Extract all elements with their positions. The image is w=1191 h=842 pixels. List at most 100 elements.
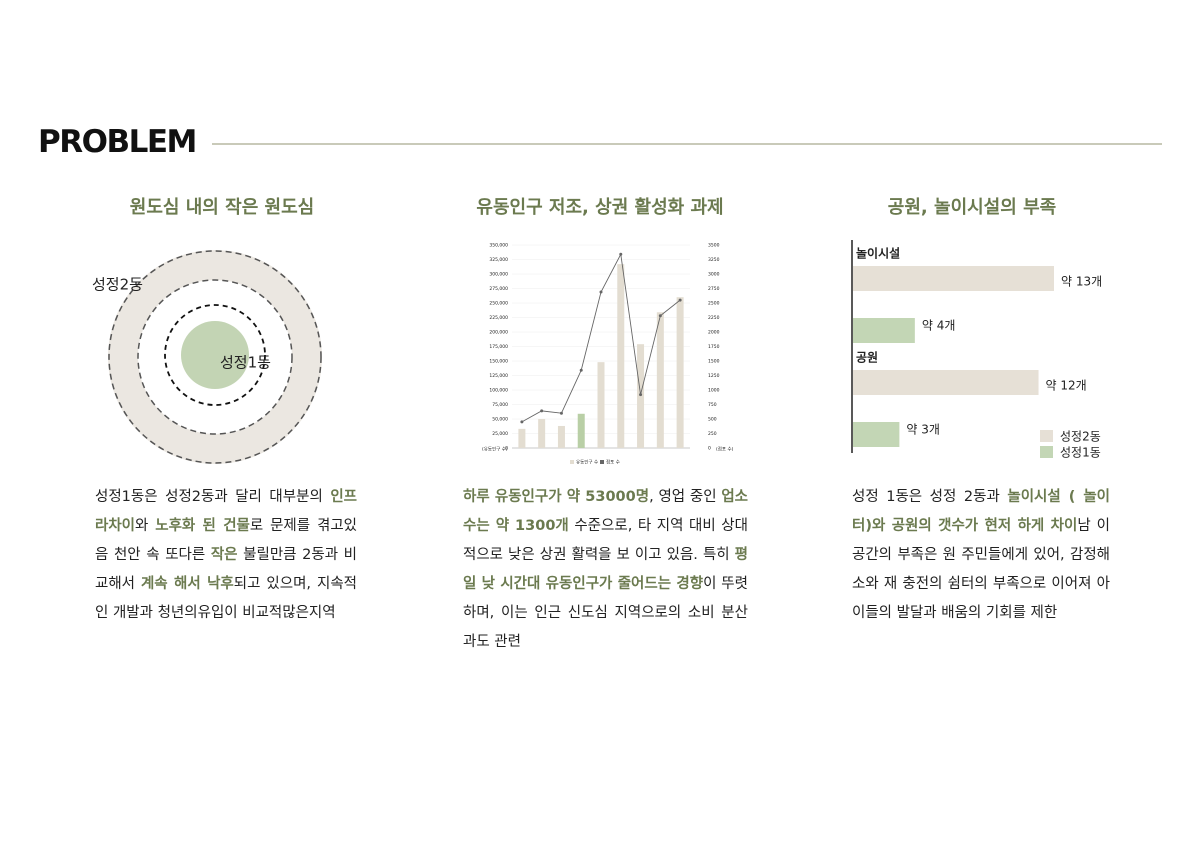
- y2-tick-label: 1250: [708, 373, 720, 379]
- y-tick-label: 300,000: [489, 272, 508, 278]
- y-tick-label: 150,000: [489, 359, 508, 365]
- legend-swatch: [1040, 430, 1053, 442]
- legend-swatch: [570, 460, 574, 464]
- y-tick-label: 175,000: [489, 344, 508, 350]
- line-point: [619, 252, 623, 256]
- line-point: [559, 411, 563, 415]
- y-tick-label: 325,000: [489, 257, 508, 263]
- y-tick-label: 200,000: [489, 330, 508, 336]
- inner-ring-edge: [137, 279, 293, 435]
- y-tick-label: 225,000: [489, 315, 508, 321]
- value-label: 약 4개: [922, 318, 956, 333]
- inner-circle: [181, 321, 249, 389]
- legend-label: 성정2동: [1060, 430, 1101, 444]
- text-run: 와: [135, 518, 156, 534]
- line-point: [520, 420, 524, 424]
- text-run: 성정1동은 성정2동과 달리 대부분의: [95, 489, 331, 505]
- text-run: 되고 있으며, 지속적인 개발과 청년의유입이 비교적많은지역: [95, 576, 357, 621]
- y-tick-label: 125,000: [489, 373, 508, 379]
- bar: [853, 422, 900, 447]
- page-title: PROBLEM: [38, 124, 197, 160]
- highlight-text: 노후화 된 건물: [155, 518, 250, 534]
- text-run: 로 문제를 겪고있음 천안 속 또다른: [95, 518, 357, 563]
- line-point: [599, 290, 603, 294]
- y-axis-label: (유동인구 수): [482, 446, 508, 453]
- legend-swatch: [1040, 446, 1053, 458]
- y2-tick-label: 2000: [708, 330, 720, 336]
- bar: [853, 266, 1054, 291]
- value-label: 약 3개: [906, 422, 940, 437]
- y2-tick-label: 0: [708, 446, 711, 452]
- column-heading: 유동인구 저조, 상권 활성화 과제: [476, 197, 724, 218]
- outer-label: 성정2동: [92, 276, 143, 294]
- highlight-text: 인프라차이: [95, 489, 357, 534]
- y-tick-label: 0: [505, 446, 508, 452]
- bar: [676, 297, 684, 448]
- title-rule: [212, 143, 1162, 145]
- y2-tick-label: 3500: [708, 243, 720, 249]
- highlight-text: 놀이시설 ( 놀이터)와 공원의 갯수가 현저 하게 차이: [852, 489, 1110, 534]
- y2-tick-label: 750: [708, 402, 717, 408]
- bar: [557, 425, 565, 448]
- bar: [577, 413, 585, 448]
- highlight-text: 계속 해서 낙후: [140, 576, 234, 592]
- y-tick-label: 75,000: [492, 402, 508, 408]
- text-run: 남 이 공간의 부족은 원 주민들에게 있어, 감정해소와 재 충전의 쉼터의 …: [852, 518, 1110, 621]
- column-text: 하루 유동인구가 약 53000명, 영업 중인 업소 수는 약 1300개 수…: [463, 483, 748, 657]
- legend-label: 성정1동: [1060, 446, 1101, 460]
- bar: [518, 428, 526, 448]
- y2-tick-label: 250: [708, 431, 717, 437]
- y2-tick-label: 2750: [708, 286, 720, 292]
- y2-tick-label: 1000: [708, 388, 720, 394]
- outer-ring-edge: [108, 250, 322, 464]
- bar: [656, 312, 664, 448]
- y-tick-label: 100,000: [489, 388, 508, 394]
- y2-tick-label: 3000: [708, 272, 720, 278]
- y2-tick-label: 1750: [708, 344, 720, 350]
- y2-axis-label: (점포 수): [716, 446, 734, 453]
- y2-tick-label: 500: [708, 417, 717, 423]
- line-point: [639, 393, 643, 397]
- legend-swatch: [600, 460, 604, 464]
- highlight-text: 업소 수는 약 1300개: [463, 489, 749, 534]
- category-label: 놀이시설: [856, 246, 900, 261]
- y2-tick-label: 3250: [708, 257, 720, 263]
- text-run: 이 뚜렷하며, 이는 인근 신도심 지역으로의 소비 분산과도 관련: [463, 576, 748, 650]
- y2-tick-label: 1500: [708, 359, 720, 365]
- y2-tick-label: 2500: [708, 301, 720, 307]
- outer-ring: [108, 250, 322, 464]
- bar: [617, 264, 625, 448]
- legend-label: 점포 수: [606, 459, 620, 466]
- column-text: 성정1동은 성정2동과 달리 대부분의 인프라차이와 노후화 된 건물로 문제를…: [95, 483, 357, 628]
- line-point: [579, 368, 583, 372]
- line-point: [540, 409, 544, 413]
- highlight-text: 하루 유동인구가 약 53000명: [463, 489, 650, 505]
- y2-tick-label: 2250: [708, 315, 720, 321]
- column-heading: 공원, 놀이시설의 부족: [887, 197, 1057, 218]
- text-run: 불릴만큼 2동과 비교해서: [95, 547, 357, 592]
- value-label: 약 12개: [1046, 378, 1087, 393]
- category-label: 공원: [856, 351, 878, 365]
- inner-label: 성정1동: [220, 354, 271, 372]
- text-run: , 영업 중인: [649, 489, 722, 505]
- column-text: 성정 1동은 성정 2동과 놀이시설 ( 놀이터)와 공원의 갯수가 현저 하게…: [852, 483, 1110, 628]
- bar: [853, 318, 915, 343]
- y-tick-label: 50,000: [492, 417, 508, 423]
- text-run: 수준으로, 타 지역 대비 상대적으로 낮은 상권 활력을 보 이고 있음. 특…: [463, 518, 748, 563]
- y-tick-label: 275,000: [489, 286, 508, 292]
- value-label: 약 13개: [1061, 274, 1102, 289]
- line-point: [658, 314, 662, 318]
- text-run: 성정 1동은 성정 2동과: [852, 489, 1008, 505]
- bar: [538, 419, 546, 448]
- highlight-text: 작은: [210, 547, 238, 563]
- y-tick-label: 250,000: [489, 301, 508, 307]
- bar: [853, 370, 1039, 395]
- y-tick-label: 350,000: [489, 243, 508, 249]
- column-heading: 원도심 내의 작은 원도심: [129, 197, 315, 218]
- legend-label: 유동인구 수: [576, 459, 598, 466]
- inner-circle-edge: [164, 304, 266, 406]
- highlight-text: 평일 낮 시간대 유동인구가 줄어드는 경향: [463, 547, 748, 592]
- y-tick-label: 25,000: [492, 431, 508, 437]
